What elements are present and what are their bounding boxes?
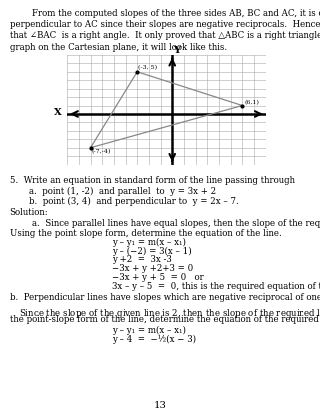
Text: b.  Perpendicular lines have slopes which are negative reciprocal of one another: b. Perpendicular lines have slopes which… — [10, 292, 320, 301]
Text: Using the point slope form, determine the equation of the line.: Using the point slope form, determine th… — [10, 228, 281, 237]
Text: the point-slope form of the line, determine the equation of the required line.: the point-slope form of the line, determ… — [10, 314, 320, 323]
Text: X: X — [54, 108, 61, 116]
Text: y – 4  =  −½(x − 3): y – 4 = −½(x − 3) — [112, 334, 196, 343]
Text: y +2  =  3x -3: y +2 = 3x -3 — [112, 255, 172, 264]
Text: y – y₁ = m(x – x₁): y – y₁ = m(x – x₁) — [112, 237, 186, 247]
Text: y – (−2) = 3(x – 1): y – (−2) = 3(x – 1) — [112, 246, 192, 255]
Text: 5.  Write an equation in standard form of the line passing through: 5. Write an equation in standard form of… — [10, 176, 295, 185]
Text: From the computed slopes of the three sides AB, BC and AC, it is clear that AB i: From the computed slopes of the three si… — [10, 9, 320, 18]
Text: a.  Since parallel lines have equal slopes, then the slope of the required line : a. Since parallel lines have equal slope… — [10, 218, 320, 228]
Text: that ∠BAC  is a right angle.  It only proved that △ABC is a right triangle.  If : that ∠BAC is a right angle. It only prov… — [10, 31, 320, 40]
Text: Solution:: Solution: — [10, 208, 48, 217]
Text: (-7,-4): (-7,-4) — [92, 148, 111, 153]
Text: −3x + y + 5  = 0   or: −3x + y + 5 = 0 or — [112, 272, 204, 281]
Text: −3x + y +2+3 = 0: −3x + y +2+3 = 0 — [112, 263, 193, 273]
Text: graph on the Cartesian plane, it will look like this.: graph on the Cartesian plane, it will lo… — [10, 43, 227, 52]
Text: 13: 13 — [154, 400, 166, 409]
Text: (6,1): (6,1) — [244, 100, 260, 104]
Text: Since the slope of the given line is 2, then the slope of the required line is $: Since the slope of the given line is 2, … — [19, 303, 320, 324]
Text: Y: Y — [173, 45, 180, 55]
Text: (-3, 5): (-3, 5) — [138, 65, 157, 70]
Text: a.  point (1, -2)  and parallel  to  y = 3x + 2: a. point (1, -2) and parallel to y = 3x … — [29, 187, 216, 196]
Text: 3x – y – 5  =  0, this is the required equation of the line: 3x – y – 5 = 0, this is the required equ… — [112, 281, 320, 290]
Text: b.  point (3, 4)  and perpendicular to  y = 2x – 7.: b. point (3, 4) and perpendicular to y =… — [29, 196, 238, 205]
Text: y – y₁ = m(x – x₁): y – y₁ = m(x – x₁) — [112, 325, 186, 334]
Text: perpendicular to AC since their slopes are negative reciprocals.  Hence we can c: perpendicular to AC since their slopes a… — [10, 20, 320, 29]
